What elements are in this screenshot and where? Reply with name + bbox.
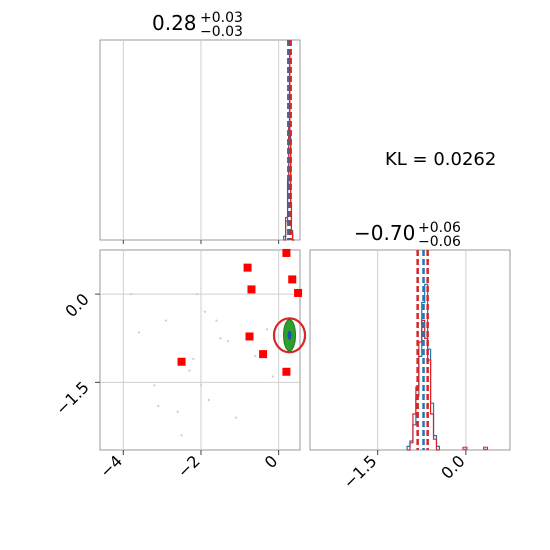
faint-sample-point xyxy=(199,384,203,387)
y-tick-label: −1.5 xyxy=(52,378,93,419)
panel-top-left-frame xyxy=(99,39,301,241)
faint-sample-point xyxy=(137,331,140,334)
outlier-point xyxy=(282,367,291,376)
title-top-left-plus: +0.03 xyxy=(200,10,243,26)
faint-sample-point xyxy=(180,434,183,437)
outlier-point xyxy=(288,275,297,284)
faint-sample-point xyxy=(234,416,238,419)
faint-sample-point xyxy=(203,310,206,313)
outlier-bin xyxy=(483,446,489,450)
faint-sample-point xyxy=(215,319,218,322)
contour-core xyxy=(287,330,292,340)
faint-sample-point xyxy=(192,357,195,360)
faint-sample-point xyxy=(195,293,199,296)
kl-annotation: KL = 0.0262 xyxy=(385,149,496,170)
y-tick-label: 0.0 xyxy=(61,290,92,321)
x-tick-label: −4 xyxy=(96,451,126,481)
x-tick-label: −1.5 xyxy=(340,451,381,492)
title-bottom-right-minus: −0.06 xyxy=(418,234,461,250)
x-tick-label: −2 xyxy=(174,451,204,481)
faint-sample-point xyxy=(153,384,156,387)
x-tick-label: 0.0 xyxy=(437,451,468,482)
faint-sample-point xyxy=(188,369,191,372)
title-top-left-minus: −0.03 xyxy=(200,24,243,40)
faint-sample-point xyxy=(164,319,168,322)
panel-bottom-left: −4 −2 0−1.50.0 xyxy=(52,248,307,482)
faint-sample-point xyxy=(254,354,257,357)
faint-sample-point xyxy=(157,404,160,407)
faint-sample-point xyxy=(227,340,230,343)
panel-bottom-left-frame xyxy=(99,249,301,451)
outlier-point xyxy=(259,350,268,359)
outlier-point xyxy=(243,263,252,272)
outlier-point xyxy=(282,248,291,257)
outlier-point xyxy=(177,357,186,366)
outlier-point xyxy=(245,332,254,341)
contour-outer xyxy=(272,317,307,354)
panel-top-left xyxy=(122,40,295,244)
outlier-point xyxy=(294,288,303,297)
faint-sample-point xyxy=(129,293,133,296)
outlier-bin xyxy=(462,446,468,450)
faint-sample-point xyxy=(265,328,269,331)
panel-bottom-right: −1.5 0.0 xyxy=(340,250,489,492)
title-bottom-right-value: −0.70 xyxy=(354,221,415,245)
title-bottom-right-plus: +0.06 xyxy=(418,220,461,236)
title-top-left-value: 0.28 xyxy=(152,11,197,35)
outlier-point xyxy=(247,285,256,294)
histogram-step-series-1 xyxy=(407,319,440,451)
faint-sample-point xyxy=(176,410,179,413)
panel-bottom-right-frame xyxy=(309,249,511,451)
faint-sample-point xyxy=(271,375,274,378)
faint-sample-point xyxy=(219,337,222,340)
faint-sample-point xyxy=(207,398,210,402)
